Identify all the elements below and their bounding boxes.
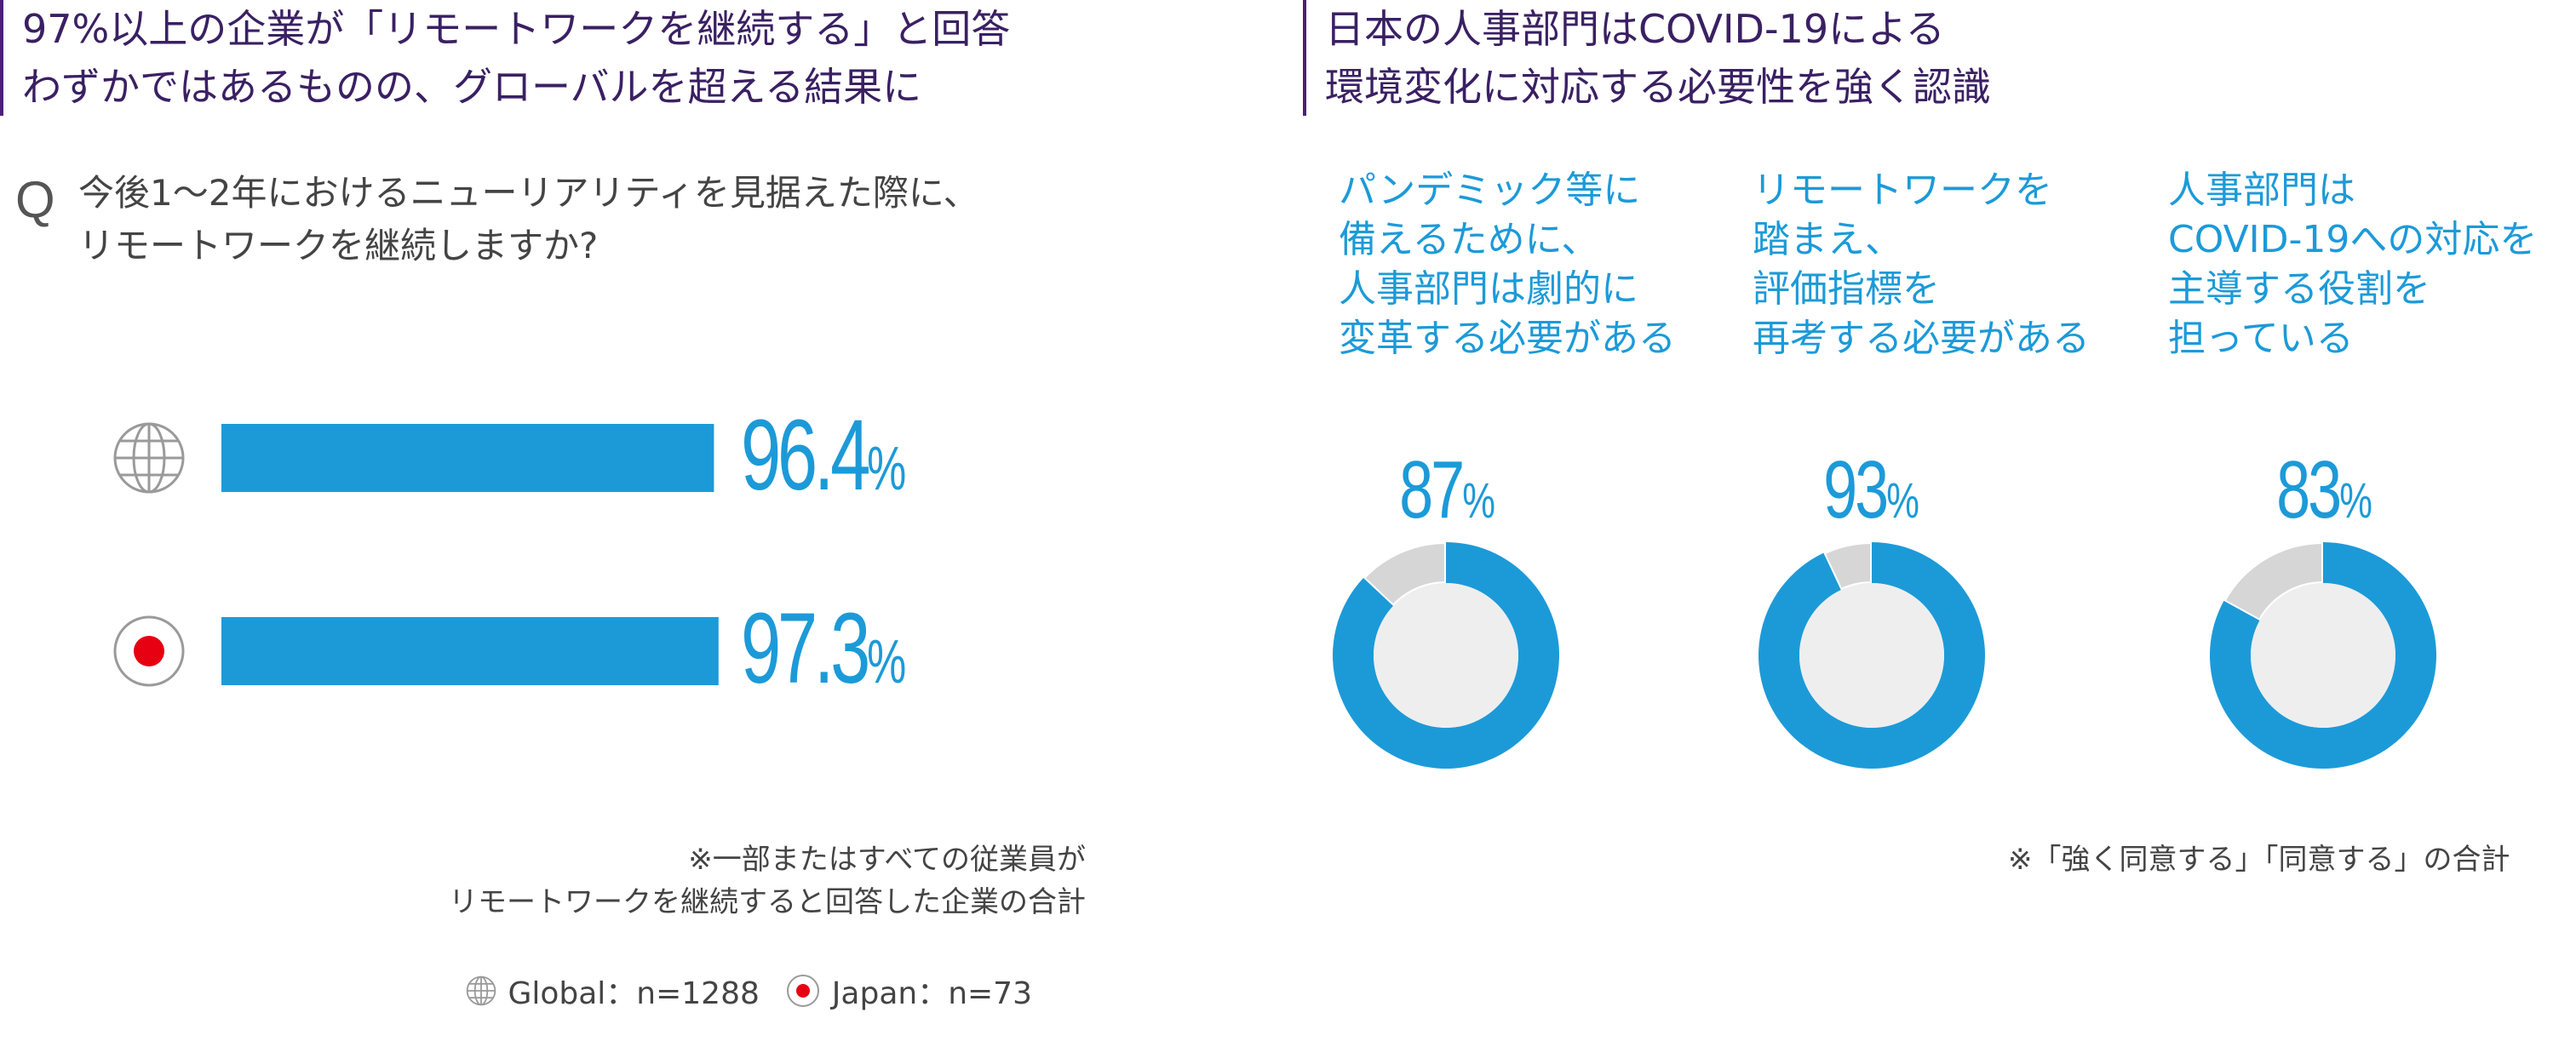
donut-1-value-unit: %: [1462, 473, 1495, 529]
bar-japan: [221, 617, 719, 685]
statement-3-line-3: 主導する役割を: [2168, 267, 2430, 311]
left-headline-line-2: わずかではあるものの、グローバルを超える結果に: [22, 64, 922, 110]
bar-global: [221, 424, 714, 492]
left-footnote-line-1: ※一部またはすべての従業員が: [688, 843, 1086, 877]
statement-1-line-3: 人事部門は劇的に: [1339, 267, 1638, 311]
statement-3-line-1: 人事部門は: [2168, 169, 2355, 212]
question-line-1: 今後1〜2年におけるニューリアリティを見据えた際に、: [78, 172, 979, 214]
donut-2-center: [1799, 583, 1944, 728]
bar-japan-value-unit: %: [867, 628, 906, 696]
donut-3: [2210, 540, 2436, 769]
bar-japan-value: 97.3%: [741, 598, 906, 699]
remote-work-bar-chart: [113, 422, 719, 687]
left-headline-line-1: 97%以上の企業が「リモートワークを継続する」と回答: [22, 6, 1011, 52]
bar-global-value: 96.4%: [741, 405, 906, 506]
donut-2: [1758, 540, 1985, 769]
bar-global-value-unit: %: [867, 435, 906, 503]
question-line-2: リモートワークを継続しますか?: [78, 225, 599, 266]
donut-3-center: [2251, 583, 2395, 728]
left-footnote-line-2: リモートワークを継続すると回答した企業の合計: [449, 885, 1086, 919]
right-headline-line-2: 環境変化に対応する必要性を強く認識: [1325, 64, 1991, 110]
statement-3-line-2: COVID-19への対応を: [2168, 218, 2538, 261]
statement-1: パンデミック等に 備えるために、 人事部門は劇的に 変革する必要がある: [1339, 166, 1676, 363]
donut-1: [1333, 540, 1559, 769]
donut-3-agree-slice: [2210, 542, 2436, 769]
legend: Global：n=1288 Japan：n=73: [464, 969, 1032, 1013]
legend-japan-flag-icon: [787, 975, 820, 1007]
donut-3-value-number: 83: [2276, 444, 2342, 535]
left-footnote: ※一部またはすべての従業員が リモートワークを継続すると回答した企業の合計: [449, 838, 1086, 924]
donut-2-value: 93%: [1775, 449, 1966, 531]
globe-icon: [113, 422, 185, 494]
japan-flag-icon: [113, 615, 185, 687]
donut-1-center: [1374, 583, 1518, 728]
donut-1-agree-slice: [1333, 542, 1559, 769]
statement-2-line-1: リモートワークを: [1753, 169, 2052, 212]
statement-1-line-4: 変革する必要がある: [1339, 317, 1676, 360]
statement-2: リモートワークを 踏まえ、 評価指標を 再考する必要がある: [1753, 166, 2090, 363]
question-mark: Q: [15, 171, 55, 228]
question-text: 今後1〜2年におけるニューリアリティを見据えた際に、 リモートワークを継続します…: [78, 167, 979, 272]
legend-globe-icon: [466, 975, 496, 1006]
agreement-donut-charts: [1333, 540, 2436, 769]
donut-2-agree-slice: [1758, 542, 1985, 769]
donut-1-value: 87%: [1351, 449, 1542, 531]
right-headline-line-1: 日本の人事部門はCOVID-19による: [1325, 6, 1945, 52]
statement-3-line-4: 担っている: [2168, 317, 2354, 360]
statement-1-line-1: パンデミック等に: [1339, 169, 1641, 212]
donut-2-value-unit: %: [1886, 473, 1919, 529]
statement-2-line-2: 踏まえ、: [1753, 218, 1902, 261]
legend-japan-label: Japan：n=73: [831, 976, 1032, 1011]
statement-2-line-4: 再考する必要がある: [1753, 317, 2090, 360]
bar-japan-value-number: 97.3: [741, 592, 870, 705]
statement-2-line-3: 評価指標を: [1753, 267, 1940, 311]
donut-3-value-unit: %: [2339, 473, 2372, 529]
statement-3: 人事部門は COVID-19への対応を 主導する役割を 担っている: [2168, 166, 2537, 363]
statement-1-line-2: 備えるために、: [1339, 218, 1599, 261]
right-headline: 日本の人事部門はCOVID-19による 環境変化に対応する必要性を強く認識: [1303, 0, 1991, 116]
donut-2-value-number: 93: [1823, 444, 1889, 535]
legend-global-label: Global：n=1288: [508, 976, 760, 1011]
donut-3-value: 83%: [2228, 449, 2419, 531]
bar-global-value-number: 96.4: [741, 399, 870, 512]
left-headline: 97%以上の企業が「リモートワークを継続する」と回答 わずかではあるものの、グロ…: [0, 0, 1010, 116]
donut-1-value-number: 87: [1399, 444, 1465, 535]
right-footnote: ※「強く同意する」「同意する」の合計: [2008, 843, 2510, 877]
